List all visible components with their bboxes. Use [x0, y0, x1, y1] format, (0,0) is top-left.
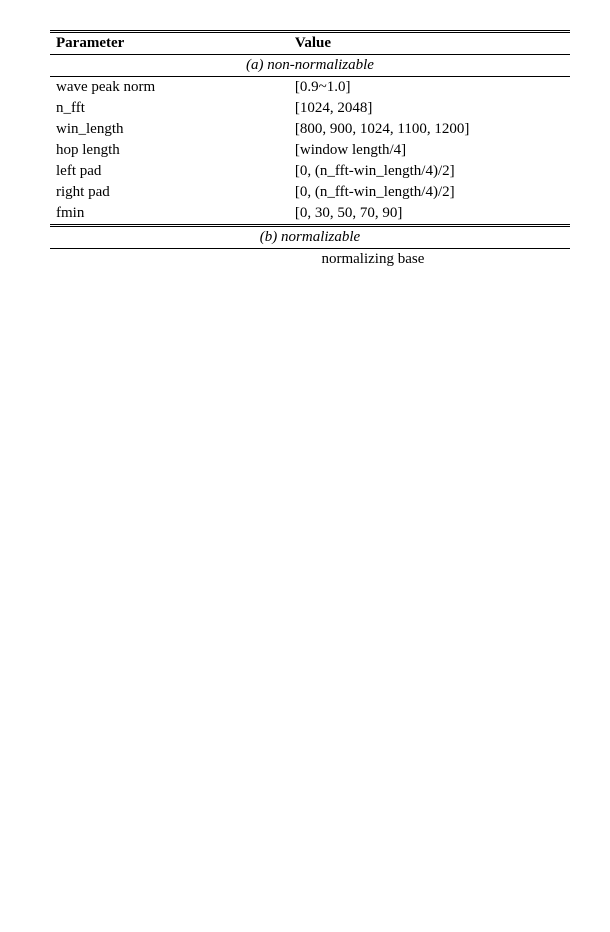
value-cell: [800, 900, 1024, 1100, 1200]: [289, 119, 570, 140]
th-parameter: Parameter: [50, 32, 289, 55]
th-normalizing-base: normalizing base: [315, 249, 570, 271]
table-row: wave peak norm[0.9~1.0]: [50, 77, 570, 99]
value-cell: [window length/4]: [289, 140, 570, 161]
param-cell: n_fft: [50, 98, 289, 119]
table-row: right pad[0, (n_fft-win_length/4)/2]: [50, 182, 570, 203]
param-cell: right pad: [50, 182, 289, 203]
value-cell: [0, (n_fft-win_length/4)/2]: [289, 161, 570, 182]
value-cell: [0.9~1.0]: [289, 77, 570, 99]
table-row: left pad[0, (n_fft-win_length/4)/2]: [50, 161, 570, 182]
table-row: fmin[0, 30, 50, 70, 90]: [50, 203, 570, 226]
table-row: n_fft[1024, 2048]: [50, 98, 570, 119]
th-value: Value: [289, 32, 570, 55]
param-cell: wave peak norm: [50, 77, 289, 99]
section-a-title: (a) non-normalizable: [50, 55, 570, 77]
param-cell: fmin: [50, 203, 289, 226]
parameter-table: Parameter Value (a) non-normalizable wav…: [50, 30, 570, 270]
table-row: win_length[800, 900, 1024, 1100, 1200]: [50, 119, 570, 140]
param-cell: win_length: [50, 119, 289, 140]
value-cell: [0, 30, 50, 70, 90]: [289, 203, 570, 226]
param-cell: hop length: [50, 140, 289, 161]
param-cell: left pad: [50, 161, 289, 182]
value-cell: [0, (n_fft-win_length/4)/2]: [289, 182, 570, 203]
section-b-title: (b) normalizable: [50, 226, 570, 249]
table-row: hop length[window length/4]: [50, 140, 570, 161]
value-cell: [1024, 2048]: [289, 98, 570, 119]
